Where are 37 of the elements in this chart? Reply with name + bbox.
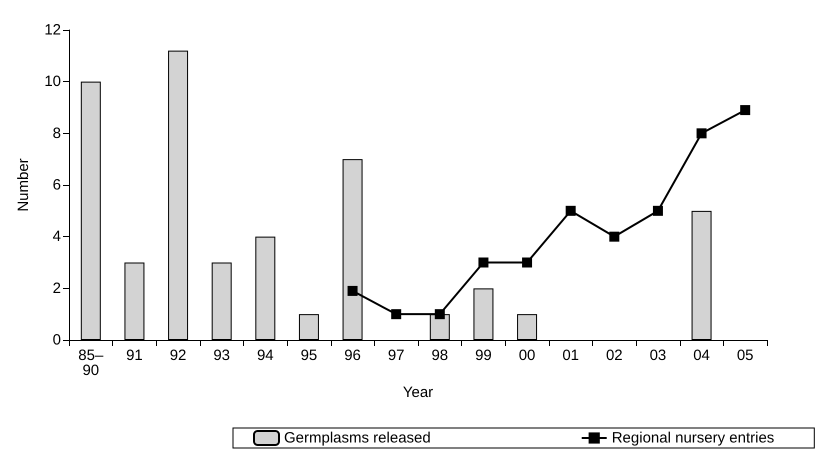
- point: [609, 232, 620, 242]
- x-tick-label: 92: [170, 347, 186, 364]
- point: [652, 206, 663, 216]
- x-tick-label: 04: [693, 347, 710, 364]
- x-tick-label: 03: [650, 347, 666, 364]
- x-tick-label: 05: [736, 347, 754, 364]
- x-tick-label: 93: [213, 347, 230, 364]
- x-tick-label: 91: [126, 347, 143, 364]
- point: [522, 258, 532, 268]
- legend-label: Regional nursery entries: [612, 430, 774, 446]
- y-tick-label: 4: [52, 228, 61, 246]
- point: [566, 206, 576, 216]
- point: [434, 309, 445, 320]
- y-tick-label: 10: [44, 73, 61, 90]
- point: [696, 128, 707, 138]
- x-tick-label: 95: [300, 347, 318, 364]
- x-tick-label: 02: [606, 347, 623, 364]
- point: [391, 309, 402, 320]
- y-tick-label: 2: [52, 280, 61, 297]
- x-tick-label: 01: [562, 347, 580, 364]
- x-tick-label: 94: [256, 347, 274, 364]
- y-tick-label: 6: [52, 176, 61, 194]
- x-axis-title: Year: [402, 384, 434, 401]
- y-axis-title: Number: [15, 158, 32, 212]
- x-tick-label: 99: [475, 347, 492, 364]
- y-tick-label: 12: [44, 22, 61, 38]
- point: [348, 286, 358, 296]
- point: [478, 258, 488, 268]
- y-tick-label: 0: [52, 332, 61, 348]
- x-tick-label: 97: [388, 347, 405, 364]
- y-tick-label: 8: [52, 124, 61, 142]
- x-tick-label: 96: [344, 347, 361, 364]
- x-tick-label: 85–90: [78, 347, 104, 379]
- x-tick-label: 00: [518, 347, 536, 364]
- x-tick-label: 98: [431, 347, 448, 364]
- point: [740, 105, 750, 116]
- legend-label: Germplasms released: [284, 430, 431, 446]
